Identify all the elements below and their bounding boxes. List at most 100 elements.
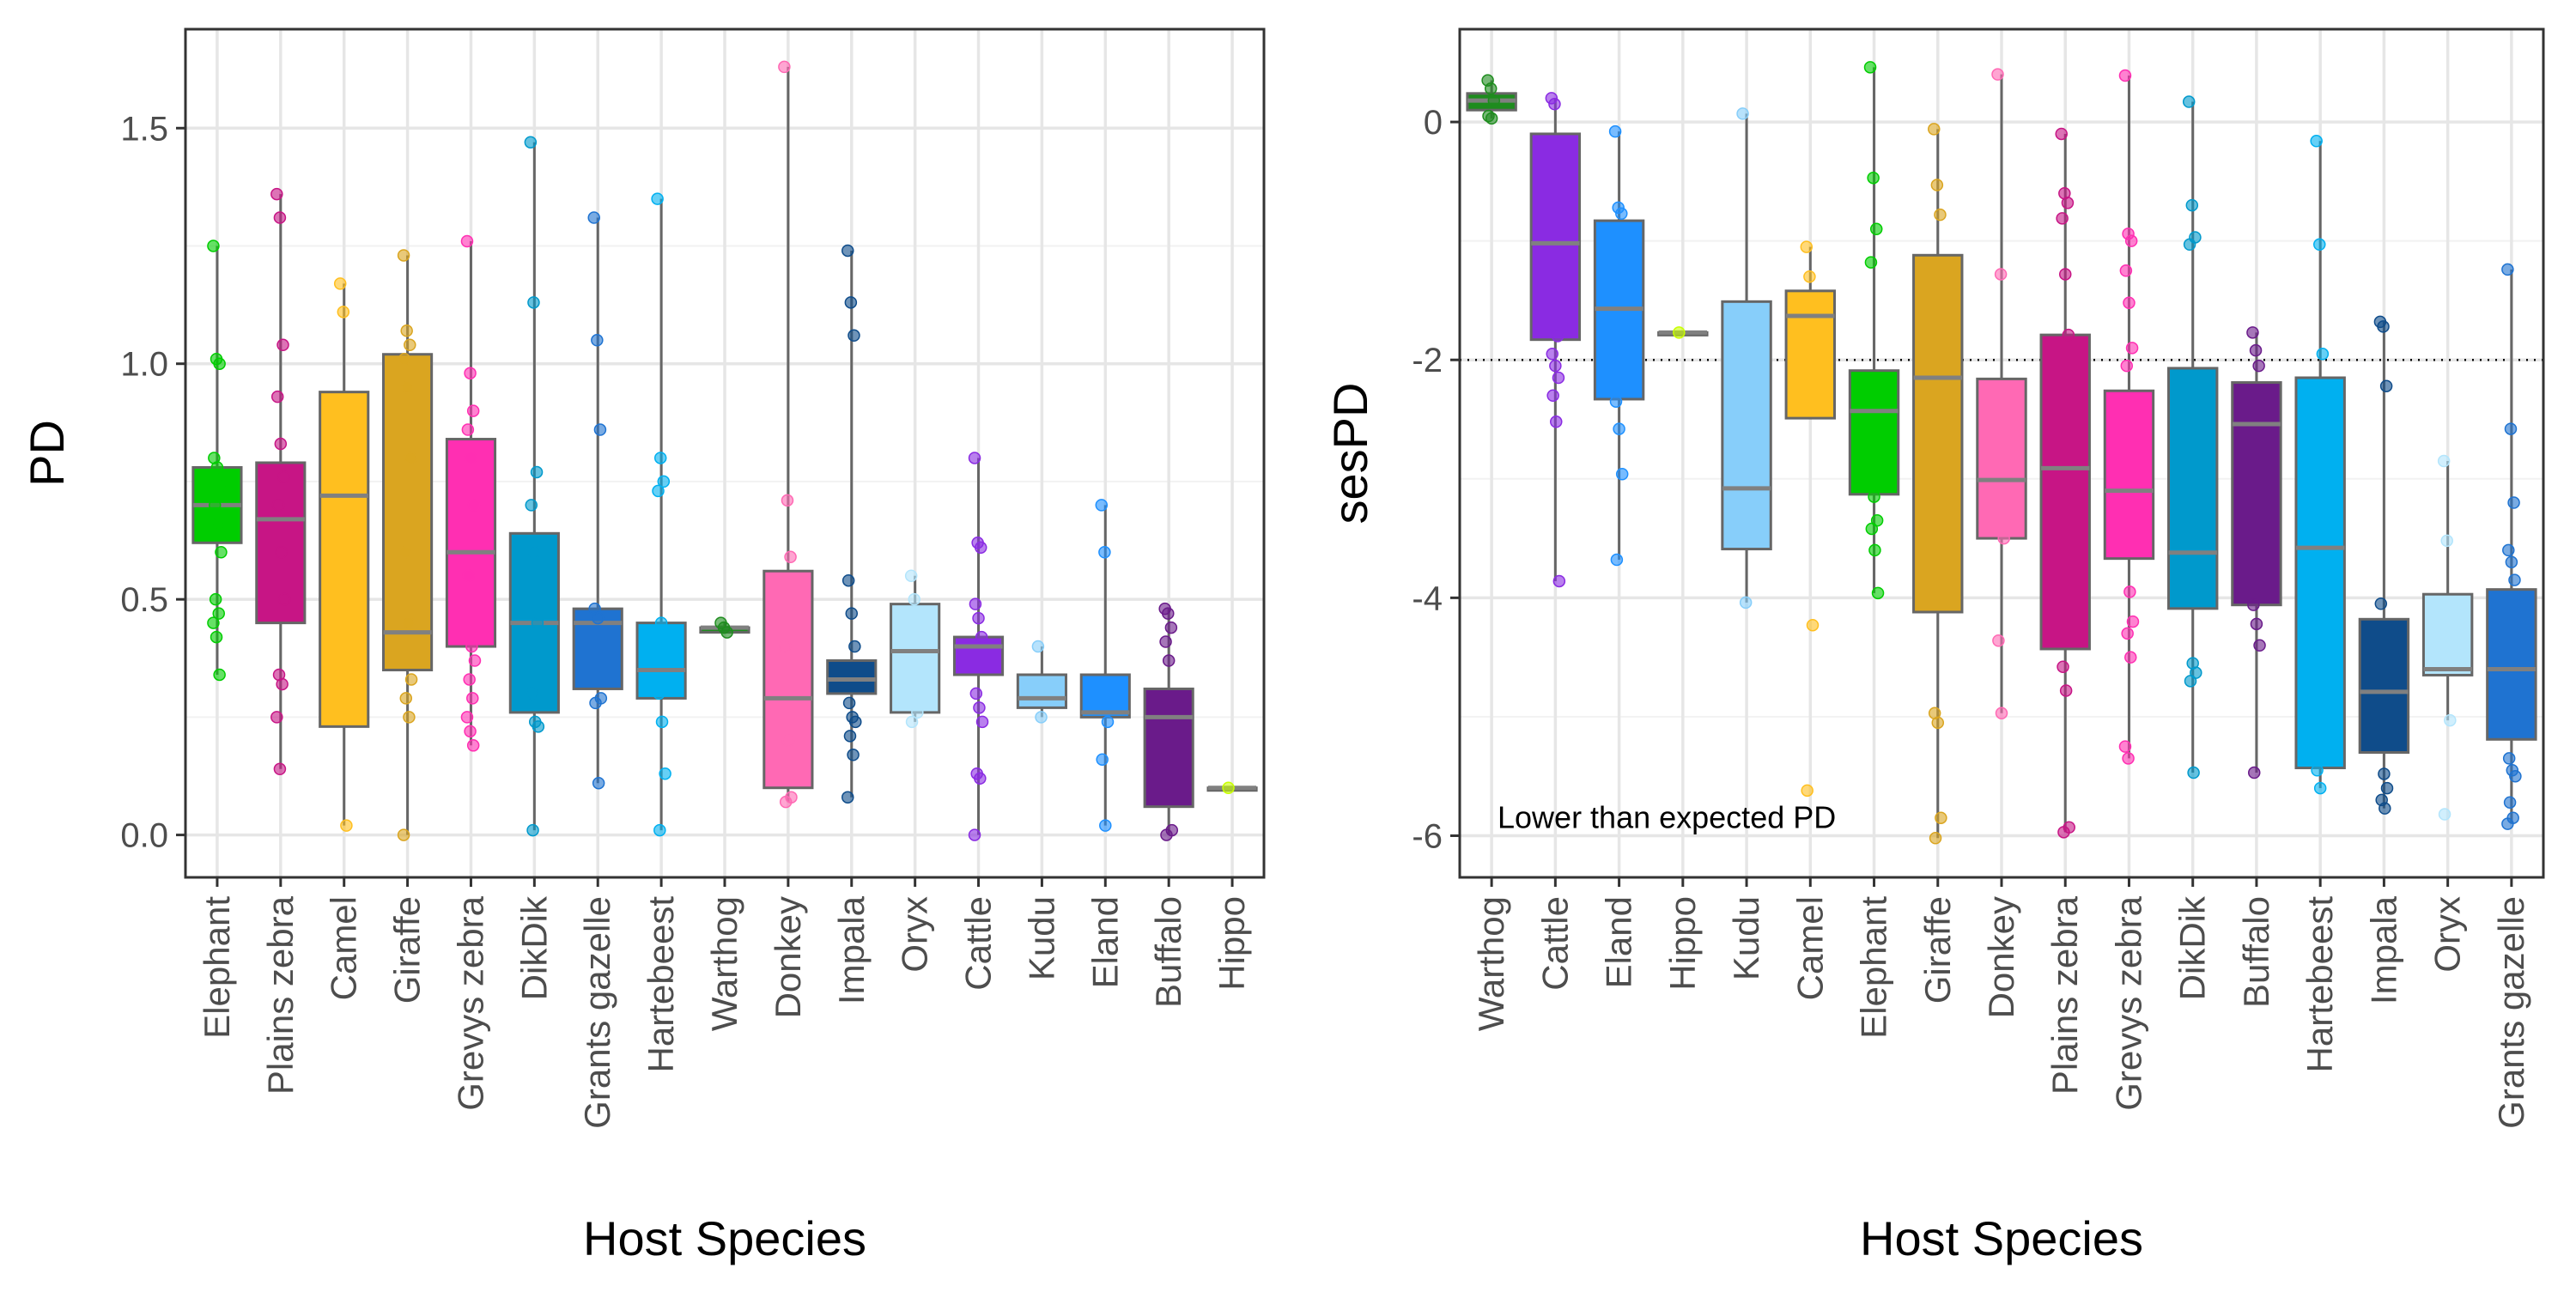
data-point	[461, 423, 475, 436]
data-point	[2377, 320, 2390, 333]
data-point	[465, 640, 478, 653]
data-point	[276, 677, 289, 691]
box-iqr	[1079, 673, 1131, 719]
data-point	[972, 611, 985, 625]
data-point	[2120, 359, 2134, 373]
panel-pd: 0.0 0.5 1.0 1.5 Elephant Plains zebra Camel Gir…	[20, 27, 1266, 1265]
y-tick-label: 0.5	[120, 581, 168, 619]
data-point	[1615, 207, 1628, 221]
data-point	[275, 546, 288, 559]
box-plains-zebra	[255, 187, 307, 776]
data-point	[847, 749, 860, 761]
data-point	[2055, 127, 2068, 141]
data-point	[270, 711, 283, 724]
x-tick-label-grevys-zebra: Grevys zebra	[450, 895, 490, 1110]
data-point	[2124, 234, 2138, 247]
data-point	[1550, 416, 1563, 428]
box-dikdik	[2166, 95, 2219, 779]
data-point	[1549, 359, 1562, 373]
data-point	[277, 470, 290, 483]
data-point	[207, 616, 220, 629]
data-point	[2311, 764, 2324, 777]
data-point	[1739, 596, 1753, 610]
annotation-label: Lower than expected PD	[1498, 800, 1836, 835]
data-point	[657, 475, 671, 488]
data-point	[2247, 766, 2261, 779]
x-tick-label-grants-gazelle: Grants gazelle	[577, 896, 617, 1129]
box-iqr	[1848, 369, 1900, 496]
data-point	[2378, 767, 2391, 780]
data-point	[215, 546, 228, 559]
data-point	[1801, 784, 1814, 798]
data-point	[397, 828, 410, 841]
box-iqr	[1784, 289, 1837, 420]
data-point	[1608, 124, 1622, 138]
box-iqr	[2486, 588, 2537, 741]
data-point	[1160, 828, 1173, 841]
box-iqr	[1016, 673, 1067, 709]
x-tick-label-warthog: Warthog	[704, 896, 744, 1031]
data-point	[2502, 543, 2515, 557]
box-iqr	[2103, 389, 2155, 561]
box-iqr	[826, 659, 878, 695]
data-point	[2056, 212, 2069, 225]
box-iqr	[1721, 300, 1772, 551]
data-point	[653, 687, 665, 701]
data-point	[848, 640, 861, 653]
data-point	[2058, 268, 2072, 281]
x-tick-label-cattle: Cattle	[1534, 896, 1575, 991]
data-point	[904, 569, 918, 582]
data-point	[2059, 684, 2073, 697]
box-grevys-zebra	[445, 234, 497, 752]
data-point	[1552, 371, 1565, 385]
data-point	[591, 611, 605, 625]
data-point	[2505, 555, 2518, 569]
data-point	[1613, 422, 1625, 435]
data-point	[2183, 238, 2196, 252]
data-point	[2184, 675, 2197, 688]
data-point	[464, 725, 477, 738]
data-point	[2507, 496, 2520, 509]
data-point	[404, 673, 418, 686]
data-point	[2062, 328, 2075, 342]
data-point	[2057, 826, 2070, 839]
data-point	[1546, 348, 1559, 361]
data-point	[2123, 296, 2136, 309]
data-point	[401, 380, 414, 394]
data-point	[1487, 94, 1501, 107]
data-point	[975, 715, 989, 729]
data-point	[1096, 753, 1109, 767]
x-tick-label-oryx: Oryx	[895, 896, 935, 973]
data-point	[1871, 586, 1885, 600]
data-point	[720, 626, 733, 639]
data-point	[403, 711, 416, 724]
data-point	[1991, 68, 2004, 81]
x-tick-label-giraffe: Giraffe	[387, 896, 428, 1004]
data-point	[2250, 617, 2263, 631]
data-point	[2380, 781, 2394, 795]
data-point	[462, 569, 476, 582]
box-iqr	[382, 353, 434, 671]
data-point	[527, 296, 540, 309]
x-tick-label-giraffe: Giraffe	[1917, 896, 1958, 1004]
data-point	[658, 640, 671, 653]
data-point	[842, 696, 856, 710]
box-warthog	[1466, 74, 1517, 125]
x-tick-label-eland: Eland	[1599, 896, 1639, 988]
data-point	[968, 828, 981, 841]
data-point	[2185, 198, 2199, 212]
data-point	[273, 762, 287, 776]
box-cattle	[952, 452, 1005, 841]
box-camel	[1784, 240, 1837, 798]
data-point	[2374, 597, 2388, 610]
data-point	[213, 357, 226, 370]
data-point	[2121, 627, 2134, 640]
data-point	[841, 244, 854, 258]
data-point	[2313, 781, 2327, 795]
y-tick-label: -4	[1412, 579, 1443, 617]
data-point	[1865, 522, 1879, 536]
y-tick-label: 0.0	[120, 817, 168, 855]
box-iqr	[2231, 381, 2282, 607]
